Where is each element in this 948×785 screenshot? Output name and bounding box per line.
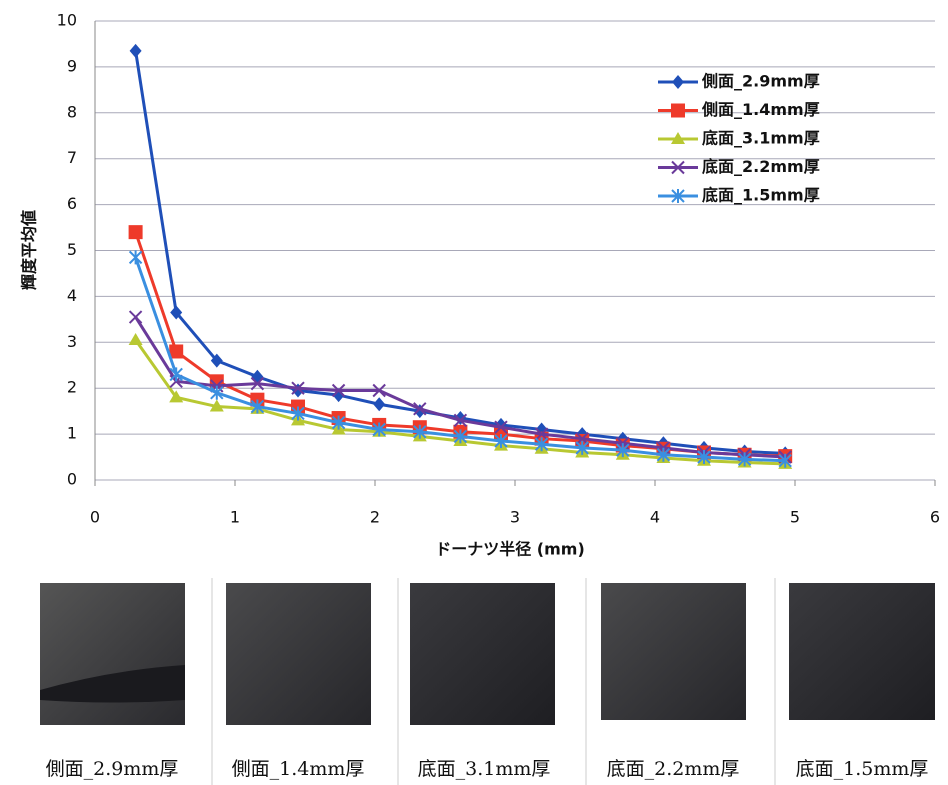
photo <box>40 583 185 725</box>
marker <box>170 305 183 320</box>
marker <box>372 422 386 437</box>
y-tick-label: 4 <box>67 286 77 305</box>
marker <box>672 75 684 89</box>
series <box>128 250 792 468</box>
x-tick-label: 2 <box>370 508 380 527</box>
marker <box>778 453 792 468</box>
marker <box>671 132 685 144</box>
photo <box>410 583 555 725</box>
photo <box>789 583 935 720</box>
x-tick-label: 5 <box>790 508 800 527</box>
marker <box>292 383 304 398</box>
legend-label: 側面_1.4mm厚 <box>701 100 820 119</box>
marker <box>251 369 264 384</box>
marker <box>494 420 508 434</box>
marker <box>453 413 468 428</box>
marker <box>169 344 184 359</box>
legend-label: 側面_2.9mm厚 <box>701 72 820 91</box>
marker <box>373 397 386 412</box>
photo <box>601 583 746 720</box>
x-tick-label: 6 <box>930 508 940 527</box>
marker <box>291 406 305 421</box>
marker <box>737 452 752 467</box>
y-tick-label: 7 <box>67 148 77 167</box>
legend-label: 底面_3.1mm厚 <box>702 129 820 148</box>
y-tick-label: 8 <box>67 102 77 121</box>
marker <box>128 333 143 346</box>
marker <box>210 353 223 368</box>
series <box>128 225 793 464</box>
y-tick-label: 0 <box>67 470 77 489</box>
photo-caption: 側面_1.4mm厚 <box>232 758 365 780</box>
photo-caption: 側面_2.9mm厚 <box>46 758 179 780</box>
legend-label: 底面_2.2mm厚 <box>702 157 820 176</box>
marker <box>671 103 685 118</box>
marker <box>656 447 671 462</box>
photo-caption: 底面_2.2mm厚 <box>607 758 740 780</box>
marker <box>331 415 346 430</box>
y-tick-label: 3 <box>67 332 77 351</box>
legend-label: 底面_1.5mm厚 <box>702 186 820 205</box>
x-tick-label: 1 <box>230 508 240 527</box>
marker <box>250 376 265 391</box>
marker <box>534 427 549 441</box>
marker <box>413 402 427 416</box>
marker <box>413 424 427 439</box>
y-axis-label: 輝度平均値 <box>20 210 39 290</box>
x-tick-label: 3 <box>510 508 520 527</box>
marker <box>209 399 224 412</box>
marker <box>671 189 685 203</box>
marker <box>494 433 508 448</box>
marker <box>169 390 184 403</box>
y-tick-label: 6 <box>67 194 77 213</box>
marker <box>129 43 142 58</box>
marker <box>372 383 386 398</box>
photo-caption: 底面_3.1mm厚 <box>418 758 551 780</box>
y-tick-label: 2 <box>67 378 77 397</box>
marker <box>331 383 346 398</box>
y-tick-label: 5 <box>67 240 77 259</box>
marker <box>210 385 224 400</box>
marker <box>128 225 143 240</box>
x-axis-label: ドーナツ半径 (mm) <box>435 540 585 559</box>
y-tick-label: 1 <box>67 424 77 443</box>
marker <box>169 367 183 382</box>
marker <box>575 440 589 455</box>
legend: 側面_2.9mm厚側面_1.4mm厚底面_3.1mm厚底面_2.2mm厚底面_1… <box>658 72 820 205</box>
x-tick-label: 4 <box>650 508 660 527</box>
y-tick-label: 10 <box>57 11 77 30</box>
marker <box>128 250 143 265</box>
photo-shade <box>40 665 185 703</box>
marker <box>616 443 630 458</box>
marker <box>291 381 305 395</box>
marker <box>128 310 143 324</box>
x-tick-label: 0 <box>90 508 100 527</box>
y-tick-label: 9 <box>67 56 77 75</box>
marker <box>671 160 685 175</box>
marker <box>250 399 265 414</box>
series <box>128 333 793 469</box>
marker <box>534 437 549 452</box>
marker <box>453 429 468 444</box>
photo-panels <box>40 578 935 785</box>
photo-caption: 底面_1.5mm厚 <box>796 758 929 780</box>
photo <box>226 583 371 725</box>
marker <box>697 450 711 465</box>
